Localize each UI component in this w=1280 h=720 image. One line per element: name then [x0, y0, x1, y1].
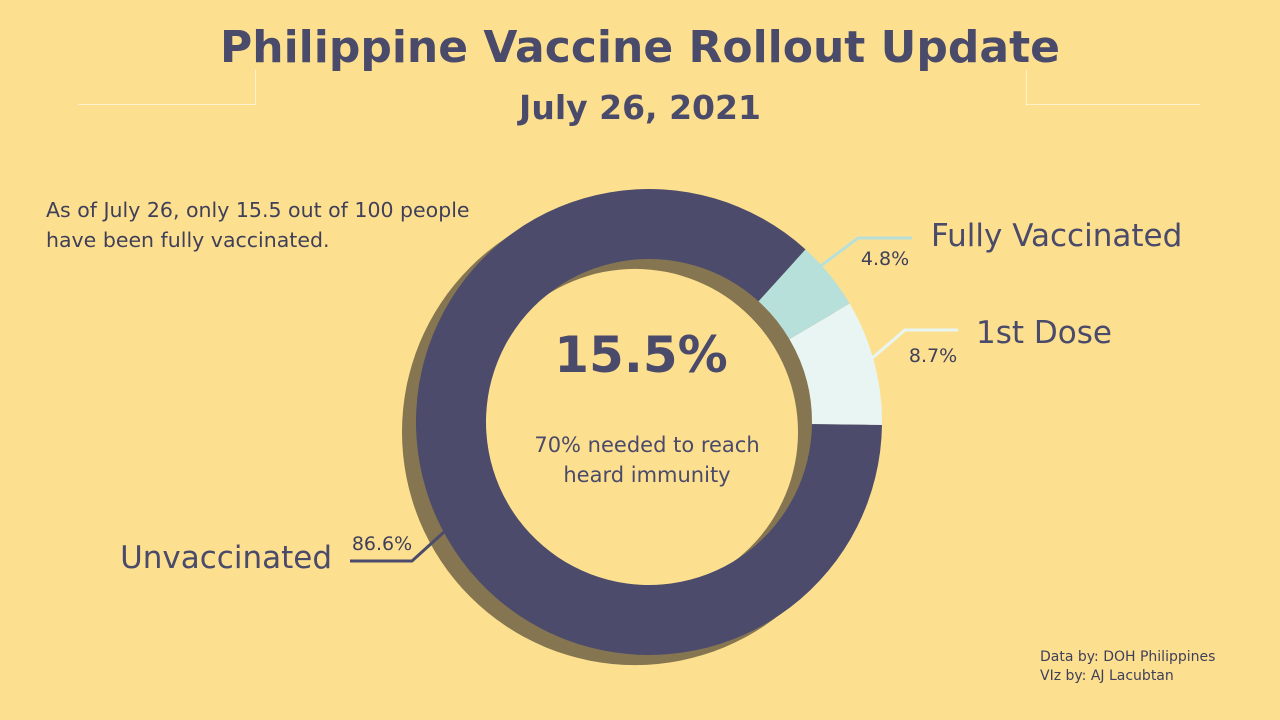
- donut-slices: [416, 188, 882, 655]
- slice-1st-dose: [789, 303, 882, 426]
- decor-line-left: [78, 104, 256, 105]
- decor-line-right: [1026, 104, 1200, 105]
- center-value: 15.5%: [554, 326, 727, 384]
- decor-tick-left: [255, 70, 256, 105]
- value-label-fully-vaccinated: 4.8%: [861, 248, 909, 270]
- center-note: 70% needed to reach heard immunity: [534, 433, 759, 487]
- leader-line-unvaccinated: [350, 530, 446, 563]
- credits: Data by: DOH Philippines VIz by: AJ Lacu…: [1040, 648, 1215, 686]
- data-source: Data by: DOH Philippines: [1040, 649, 1216, 665]
- chart-subtitle: July 26, 2021: [519, 88, 761, 127]
- viz-author: VIz by: AJ Lacubtan: [1040, 667, 1174, 684]
- leader-line-fully-vaccinated: [817, 236, 912, 270]
- chart-title: Philippine Vaccine Rollout Update: [220, 22, 1060, 73]
- category-label-1st-dose: 1st Dose: [976, 315, 1112, 351]
- decor-tick-right: [1026, 70, 1027, 105]
- summary-note: As of July 26, only 15.5 out of 100 peop…: [46, 198, 470, 252]
- slice-fully-vaccinated: [758, 249, 850, 340]
- category-label-fully-vaccinated: Fully Vaccinated: [931, 218, 1182, 254]
- slice-unvaccinated: [416, 188, 882, 655]
- value-label-1st-dose: 8.7%: [909, 345, 957, 367]
- category-label-unvaccinated: Unvaccinated: [120, 540, 332, 576]
- leader-line-1st-dose: [869, 328, 958, 362]
- value-label-unvaccinated: 86.6%: [352, 533, 412, 555]
- leader-lines: [350, 236, 958, 563]
- slice-labels: 4.8% Fully Vaccinated 8.7% 1st Dose 86.6% Unv…: [120, 218, 1182, 576]
